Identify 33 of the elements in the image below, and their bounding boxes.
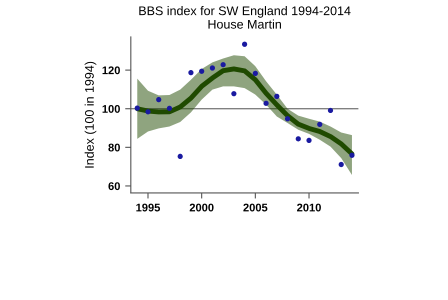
y-tick-label: 80 [108,144,120,152]
point [156,97,162,102]
point [252,70,258,76]
point [166,106,172,111]
point [178,154,183,160]
point [231,91,236,96]
point [306,138,312,143]
y-tick-label: 120 [102,66,120,74]
point [210,65,215,71]
point [296,136,301,142]
point [199,68,204,74]
point [242,42,248,47]
point [188,70,194,76]
point [349,152,355,158]
point [338,162,344,168]
point [317,122,322,127]
x-tick-label: 2000 [190,204,214,212]
chart-title: BBS index for SW England 1994-2014 [139,6,351,18]
y-tick-label: 60 [108,182,120,190]
x-tick-label: 2010 [297,204,321,212]
point [274,94,280,99]
point [220,62,226,68]
line-series [134,66,354,156]
y-axis-title: Index (100 in 1994) [84,62,96,168]
chart-subtitle: House Martin [208,20,281,29]
point [263,100,269,106]
x-tick-label: 2005 [243,204,268,212]
point [284,116,290,122]
point [134,106,140,111]
point [328,108,334,114]
y-tick-label: 100 [102,104,120,113]
x-tick-label: 1995 [136,204,160,212]
point [145,109,151,114]
